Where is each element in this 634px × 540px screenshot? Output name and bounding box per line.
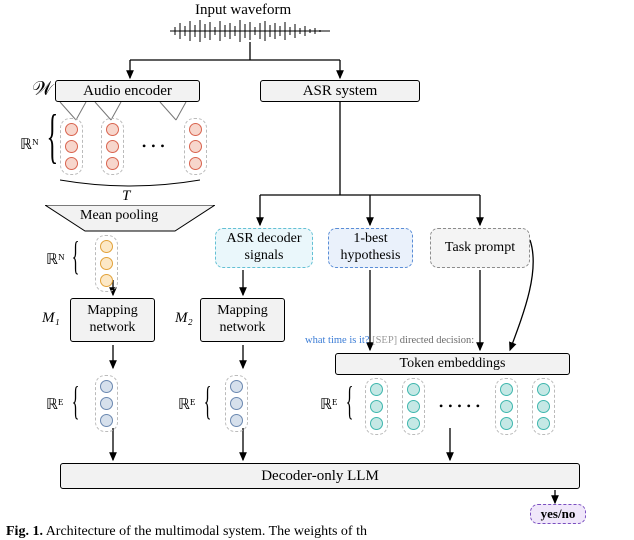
re3-label: ℝᴱ xyxy=(320,395,337,414)
asr-box: ASR system xyxy=(260,80,420,102)
rn-top-label: ℝᴺ xyxy=(20,135,39,154)
t-label: T xyxy=(122,188,130,205)
token-q: what time is it? xyxy=(305,335,369,346)
token-sample: what time is it? [SEP] directed decision… xyxy=(305,335,474,346)
mean-pool-label: Mean pooling xyxy=(80,208,158,224)
m2-box: Mapping network xyxy=(200,298,285,342)
audio-encoder-box: Audio encoder xyxy=(55,80,200,102)
token-neurons: • • • • • xyxy=(365,378,555,435)
brace-icon: { xyxy=(47,102,59,171)
task-prompt-label: Task prompt xyxy=(445,240,515,257)
asr-label: ASR system xyxy=(303,83,378,100)
brace-re3-icon: { xyxy=(346,377,354,424)
output-box: yes/no xyxy=(530,504,586,524)
token-sep: [SEP] xyxy=(372,335,397,346)
llm-label: Decoder-only LLM xyxy=(261,468,379,485)
token-emb-box: Token embeddings xyxy=(335,353,570,375)
brace-mid-icon: { xyxy=(72,232,80,279)
encoder-neurons: • • • xyxy=(60,118,207,175)
m2-out-neurons xyxy=(225,375,248,432)
asr-decoder-label: ASR decoder signals xyxy=(226,231,301,265)
one-best-box: 1-best hypothesis xyxy=(328,228,413,268)
title-label: Input waveform xyxy=(195,2,291,19)
m1-out-neurons xyxy=(95,375,118,432)
audio-encoder-label: Audio encoder xyxy=(83,83,172,100)
output-label: yes/no xyxy=(541,506,576,522)
waveform-icon xyxy=(170,18,330,49)
caption-prefix: Fig. 1. xyxy=(6,524,43,539)
brace-re1-icon: { xyxy=(72,377,80,424)
m2-label: M₂ xyxy=(175,310,193,327)
re1-label: ℝᴱ xyxy=(46,395,63,414)
m1-label: M₁ xyxy=(42,310,60,327)
m1-box: Mapping network xyxy=(70,298,155,342)
token-task: directed decision: xyxy=(400,335,474,346)
caption-text: Architecture of the multimodal system. T… xyxy=(46,524,367,539)
w-symbol: 𝒲 xyxy=(32,78,53,101)
pool-neurons xyxy=(95,235,118,292)
token-emb-label: Token embeddings xyxy=(400,356,506,372)
m2-box-label: Mapping network xyxy=(217,303,268,337)
one-best-label: 1-best hypothesis xyxy=(341,231,401,265)
brace-re2-icon: { xyxy=(204,377,212,424)
re2-label: ℝᴱ xyxy=(178,395,195,414)
m1-box-label: Mapping network xyxy=(87,303,138,337)
task-prompt-box: Task prompt xyxy=(430,228,530,268)
llm-box: Decoder-only LLM xyxy=(60,463,580,489)
asr-decoder-box: ASR decoder signals xyxy=(215,228,313,268)
rn-mid-label: ℝᴺ xyxy=(46,250,65,269)
